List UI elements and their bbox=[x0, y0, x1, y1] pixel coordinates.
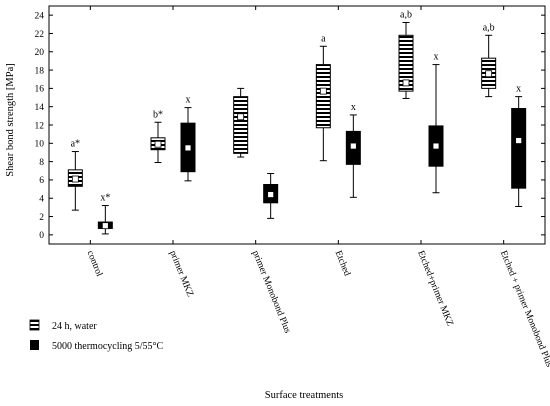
significance-label: x bbox=[186, 95, 191, 106]
x-category-label: control bbox=[85, 249, 104, 278]
x-category-label: Etched+primer MKZ bbox=[415, 249, 455, 328]
box-iqr bbox=[315, 64, 331, 129]
y-tick-label: 16 bbox=[35, 85, 45, 95]
median-marker bbox=[154, 140, 162, 148]
y-tick-label: 12 bbox=[35, 121, 45, 131]
y-tick-label: 8 bbox=[39, 158, 44, 168]
median-marker bbox=[101, 222, 109, 230]
y-tick-label: 22 bbox=[35, 30, 45, 40]
y-tick-label: 0 bbox=[39, 231, 44, 241]
y-axis-title: Shear bond strength [MPa] bbox=[5, 63, 16, 176]
median-marker bbox=[237, 113, 245, 121]
x-axis-title: Surface treatments bbox=[265, 390, 343, 401]
median-marker bbox=[515, 137, 523, 144]
median-marker bbox=[432, 142, 440, 150]
median-marker bbox=[71, 175, 79, 183]
significance-label: a bbox=[321, 33, 326, 44]
x-category-label: Etched bbox=[333, 249, 352, 277]
median-marker bbox=[349, 142, 357, 150]
legend-label-24h-water: 24 h, water bbox=[52, 321, 97, 332]
median-marker bbox=[402, 79, 410, 87]
median-marker bbox=[319, 87, 327, 95]
significance-label: x bbox=[434, 52, 439, 63]
median-marker bbox=[485, 70, 493, 78]
median-marker bbox=[267, 191, 275, 198]
legend: 24 h, water 5000 thermocycling 5/55°C bbox=[29, 319, 164, 352]
significance-label: b* bbox=[153, 109, 163, 120]
y-tick-label: 14 bbox=[35, 103, 45, 113]
significance-label: x bbox=[516, 84, 521, 95]
x-axis: control primer MKZ primer Monobond Plus Etc… bbox=[85, 6, 550, 369]
plot-border bbox=[48, 5, 546, 245]
y-tick-label: 2 bbox=[39, 213, 44, 223]
y-tick-label: 6 bbox=[39, 176, 44, 186]
y-tick-label: 24 bbox=[35, 11, 45, 21]
y-tick-label: 18 bbox=[35, 66, 45, 76]
x-category-label: primer MKZ bbox=[167, 249, 195, 298]
legend-swatch-thermocycling bbox=[30, 340, 39, 350]
y-tick-label: 20 bbox=[35, 48, 45, 58]
plot-area bbox=[48, 5, 546, 245]
significance-label: a,b bbox=[400, 9, 412, 20]
legend-label-thermocycling: 5000 thermocycling 5/55°C bbox=[52, 341, 164, 352]
significance-label: a* bbox=[71, 139, 80, 150]
y-tick-label: 10 bbox=[35, 140, 45, 150]
box-iqr bbox=[511, 108, 527, 189]
significance-label: a,b bbox=[483, 22, 495, 33]
legend-swatch-24h-water bbox=[29, 319, 40, 331]
significance-label: x bbox=[351, 102, 356, 113]
significance-label: x* bbox=[100, 193, 110, 204]
median-marker bbox=[184, 144, 192, 152]
y-tick-label: 4 bbox=[39, 195, 44, 205]
box-series-group: a* b* a a,b a,b x* x x x x bbox=[67, 9, 527, 235]
x-category-label: primer Monobond Plus bbox=[250, 249, 292, 335]
box-iqr bbox=[398, 34, 414, 92]
x-category-label: Etched + primer Monobond Plus bbox=[498, 249, 550, 369]
box-iqr bbox=[233, 96, 249, 154]
